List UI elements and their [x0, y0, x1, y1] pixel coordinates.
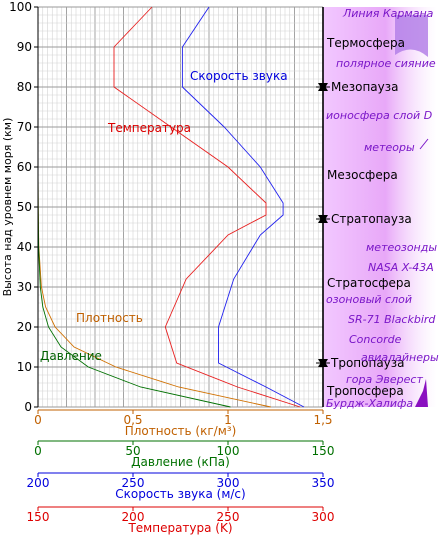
tower-icon: [415, 379, 428, 407]
meteor-icon: [419, 138, 429, 150]
annotation-label: полярное сияние: [336, 57, 436, 70]
x-tick-label-sound: 300: [217, 476, 240, 490]
series-label-3: Плотность: [76, 311, 143, 325]
series-label-1: Скорость звука: [190, 69, 288, 83]
series-label-2: Температура: [107, 121, 191, 135]
y-tick-label: 30: [17, 280, 32, 294]
series-line-sound: [181, 6, 305, 408]
y-tick-label: 60: [17, 160, 32, 174]
annotation-label: ионосфера слой D: [326, 109, 432, 122]
layer-label: Стратосфера: [327, 276, 411, 290]
layer-label: Тропосфера: [326, 384, 404, 398]
annotation-label: Линия Кармана: [342, 7, 434, 20]
x-tick-label-pressure: 100: [217, 444, 240, 458]
layer-label: Тропопауза: [330, 356, 405, 370]
x-tick-label-density: 0: [34, 413, 42, 427]
x-tick-label-temperature: 250: [217, 510, 240, 524]
annotations: Термосфера Мезопауза Мезосфера Стратопауза С…: [316, 7, 439, 410]
y-tick-label: 70: [17, 120, 32, 134]
annotation-label: Concorde: [349, 333, 402, 346]
x-tick-label-temperature: 200: [122, 510, 145, 524]
y-tick-label: 90: [17, 40, 32, 54]
y-tick-label: 40: [17, 240, 32, 254]
x-tick-label-pressure: 150: [312, 444, 335, 458]
x-tick-label-density: 1,5: [313, 413, 332, 427]
x-tick-label-temperature: 150: [27, 510, 50, 524]
y-tick-label: 80: [17, 80, 32, 94]
annotation-label: метеоры: [364, 141, 415, 154]
annotation-label: авиалайнеры: [361, 351, 439, 364]
layer-label: Стратопауза: [331, 212, 412, 226]
annotation-label: NASA X-43A: [368, 261, 434, 274]
annotation-label: метеозонды: [366, 241, 437, 254]
annotation-label: Бурдж-Халифа: [326, 397, 413, 410]
layer-label: Мезопауза: [331, 80, 399, 94]
y-tick-label: 50: [17, 200, 32, 214]
y-tick-label: 0: [24, 400, 32, 414]
annotation-band: [323, 7, 437, 407]
aurora-icon: [395, 15, 428, 57]
layer-label: Термосфера: [326, 36, 405, 50]
series-label-4: Давление: [40, 349, 102, 363]
x-tick-label-sound: 250: [122, 476, 145, 490]
annotation-label: гора Эверест: [346, 373, 423, 386]
x-tick-label-temperature: 300: [312, 510, 335, 524]
annotation-label: SR-71 Blackbird: [348, 313, 436, 326]
x-tick-label-sound: 350: [312, 476, 335, 490]
x-axis-label-temperature: Температура (K): [127, 521, 232, 535]
x-tick-label-density: 1: [224, 413, 232, 427]
x-tick-label-pressure: 0: [34, 444, 42, 458]
annotation-label: озоновый слой: [326, 293, 412, 306]
layer-label: Мезосфера: [327, 168, 398, 182]
y-tick-label: 20: [17, 320, 32, 334]
x-tick-label-density: 0,5: [123, 413, 142, 427]
x-axis-label-pressure: Давление (кПа): [131, 455, 230, 469]
y-tick-label: 100: [9, 0, 32, 14]
x-axis-label-sound: Скорость звука (м/с): [115, 487, 245, 501]
x-tick-label-pressure: 50: [125, 444, 140, 458]
grid: [37, 6, 324, 408]
x-axis-label-density: Плотность (кг/м³): [125, 424, 237, 438]
series-layer: Скорость звука Температура Плотность Давлен…: [37, 6, 305, 408]
x-tick-label-sound: 200: [27, 476, 50, 490]
annotation-band-fill: [323, 7, 437, 407]
y-tick-label: 10: [17, 360, 32, 374]
y-axis-label: Высота над уровнем моря (км): [1, 118, 14, 297]
series-line-temperature: [113, 6, 301, 408]
